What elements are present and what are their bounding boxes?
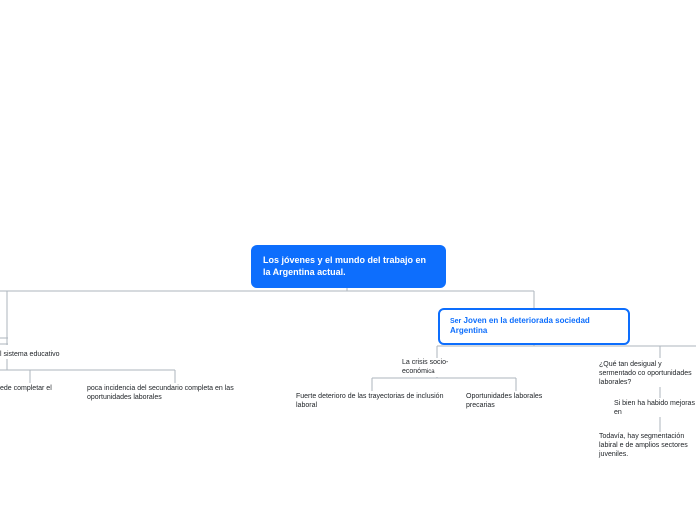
node-deterioro[interactable]: Fuerte deterioro de las trayectorias de …	[296, 392, 451, 410]
node-mejoras[interactable]: Si bien ha habido mejoras en	[614, 399, 696, 417]
root-node[interactable]: Los jóvenes y el mundo del trabajo en la…	[251, 245, 446, 288]
node-educativo[interactable]: l sistema educativo	[0, 350, 80, 359]
node-precarias[interactable]: Oportunidades laborales precarias	[466, 392, 566, 410]
sub-prefix: Ser	[450, 318, 461, 325]
node-desigual[interactable]: ¿Qué tan desigual y sermentado co oportu…	[599, 360, 696, 387]
sub-text: Joven en la deteriorada sociedad Argenti…	[450, 316, 590, 335]
node-segmentacion[interactable]: Todavía, hay segmentación labiral e de a…	[599, 432, 696, 459]
node-incidencia[interactable]: poca incidencia del secundario completa …	[87, 384, 262, 402]
node-crisis[interactable]: La crisis socio-económica	[402, 358, 477, 377]
node-completar[interactable]: ede completar el	[0, 384, 62, 393]
root-text: Los jóvenes y el mundo del trabajo en la…	[263, 255, 426, 277]
sub-node[interactable]: Ser Joven en la deteriorada sociedad Arg…	[438, 308, 630, 345]
